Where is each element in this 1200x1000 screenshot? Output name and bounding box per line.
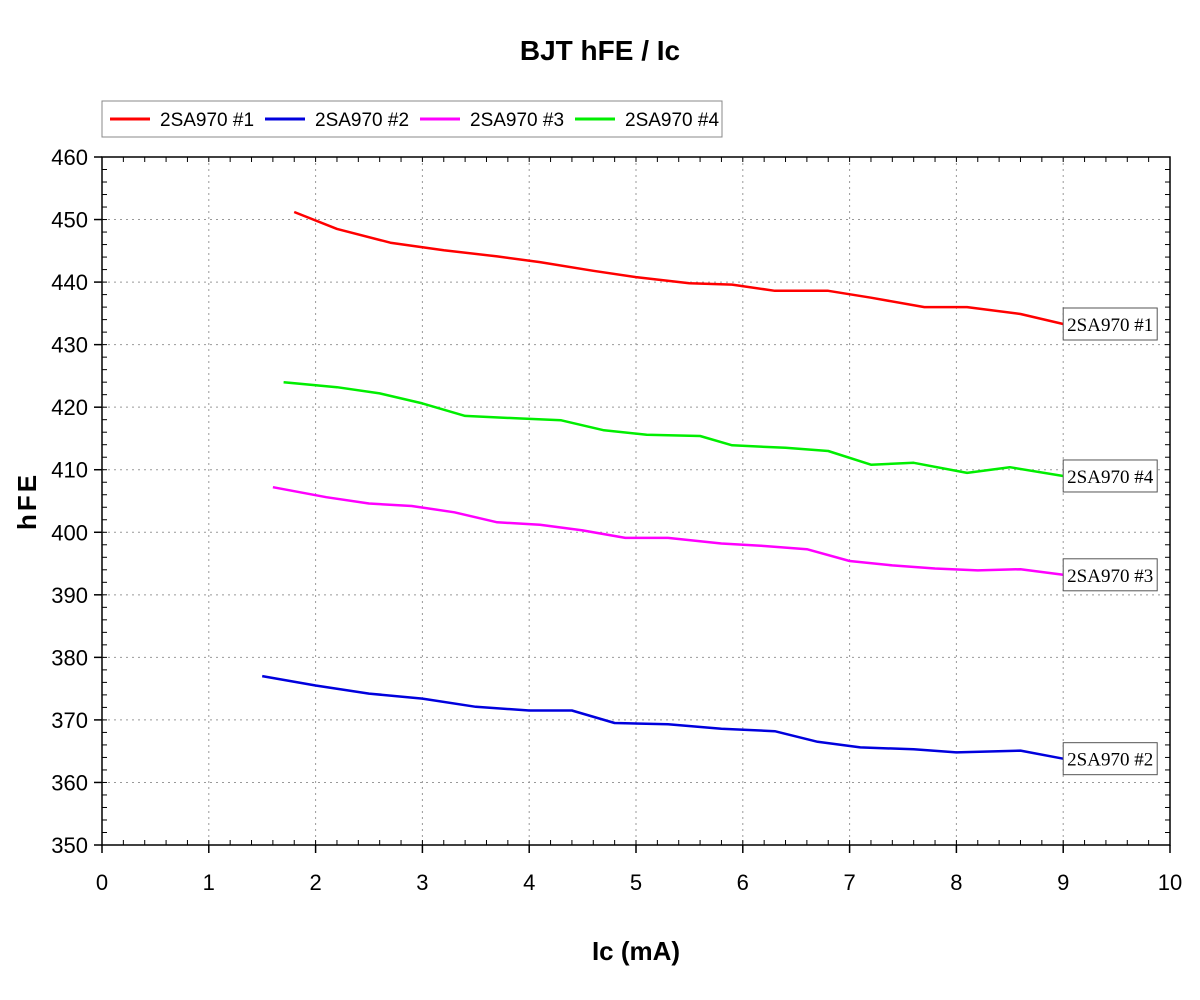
- chart-title: BJT hFE / Ic: [520, 35, 680, 66]
- end-label-box: [1062, 558, 1158, 592]
- series-lines: [261, 210, 1064, 760]
- y-tick-label: 420: [51, 395, 88, 420]
- series-line-3: [272, 485, 1064, 577]
- series-line-1: [293, 210, 1064, 326]
- legend-label-4: 2SA970 #4: [625, 110, 719, 131]
- y-tick-label: 400: [51, 520, 88, 545]
- x-axis-label: Ic (mA): [592, 936, 680, 966]
- y-tick-label: 410: [51, 458, 88, 483]
- series-line-4: [283, 380, 1064, 478]
- minor-ticks: [101, 156, 1171, 846]
- x-tick-label: 4: [523, 870, 535, 895]
- y-tick-label: 370: [51, 708, 88, 733]
- x-tick-label: 3: [416, 870, 428, 895]
- x-tick-label: 9: [1057, 870, 1069, 895]
- y-tick-label: 450: [51, 208, 88, 233]
- x-tick-label: 1: [203, 870, 215, 895]
- end-label-2: 2SA970 #2: [1067, 750, 1153, 771]
- end-label-box: [1062, 307, 1158, 341]
- end-label-4: 2SA970 #4: [1067, 467, 1154, 488]
- x-tick-label: 10: [1158, 870, 1182, 895]
- y-axis-label: hFE: [12, 472, 42, 530]
- x-tick-label: 8: [950, 870, 962, 895]
- y-tick-label: 460: [51, 145, 88, 170]
- end-label-box: [1062, 459, 1158, 493]
- x-tick-label: 6: [737, 870, 749, 895]
- legend: 2SA970 #1 2SA970 #2 2SA970 #3 2SA970 #4: [101, 100, 723, 138]
- legend-label-1: 2SA970 #1: [160, 110, 254, 131]
- y-tick-label: 350: [51, 833, 88, 858]
- end-label-3: 2SA970 #3: [1067, 566, 1153, 587]
- x-tick-label: 2: [309, 870, 321, 895]
- x-tick-label: 5: [630, 870, 642, 895]
- y-tick-label: 430: [51, 333, 88, 358]
- series-line-2: [261, 674, 1064, 760]
- end-label-box: [1062, 742, 1158, 776]
- legend-label-3: 2SA970 #3: [470, 110, 564, 131]
- legend-box: [101, 100, 723, 138]
- x-tick-label: 0: [96, 870, 108, 895]
- y-tick-label: 360: [51, 770, 88, 795]
- end-label-1: 2SA970 #1: [1067, 315, 1153, 336]
- grid: [102, 157, 1170, 845]
- y-axis: 350 360 370 380 390 400 410 420 430 440 450 460: [51, 145, 102, 858]
- end-labels: 2SA970 #1 2SA970 #2 2SA970 #3 2SA970 #4: [1062, 307, 1158, 776]
- x-axis: 0 1 2 3 4 5 6 7 8 9 10: [96, 845, 1182, 895]
- x-tick-label: 7: [843, 870, 855, 895]
- y-tick-label: 390: [51, 583, 88, 608]
- y-tick-label: 440: [51, 270, 88, 295]
- y-tick-label: 380: [51, 645, 88, 670]
- legend-label-2: 2SA970 #2: [315, 110, 409, 131]
